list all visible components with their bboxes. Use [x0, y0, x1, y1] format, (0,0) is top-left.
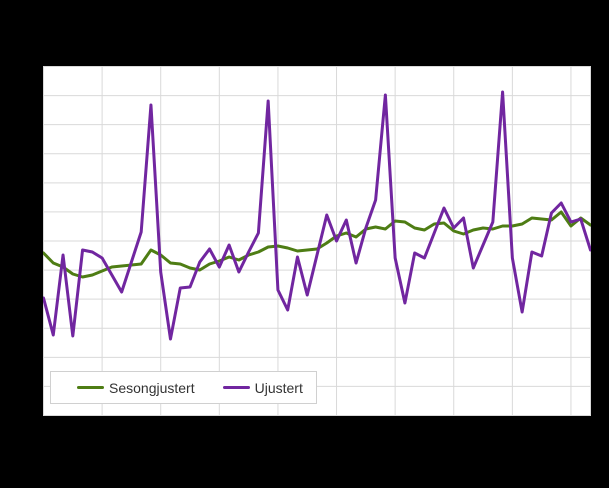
legend-label-sesongjustert: Sesongjustert [109, 379, 195, 396]
legend-label-ujustert: Ujustert [254, 379, 303, 396]
legend-item-ujustert[interactable]: Ujustert [222, 379, 303, 396]
legend-item-sesongjustert[interactable]: Sesongjustert [77, 381, 195, 395]
gridlines [43, 66, 591, 416]
plot-area: Sesongjustert Ujustert [43, 66, 591, 416]
series-swatch-ujustert-icon [222, 386, 250, 389]
legend: Sesongjustert Ujustert [50, 371, 317, 404]
chart-canvas [43, 66, 591, 416]
series-line-sesongjustert [43, 210, 591, 279]
series-swatch-sesongjustert-icon [77, 386, 104, 389]
series-line-ujustert [43, 90, 591, 341]
